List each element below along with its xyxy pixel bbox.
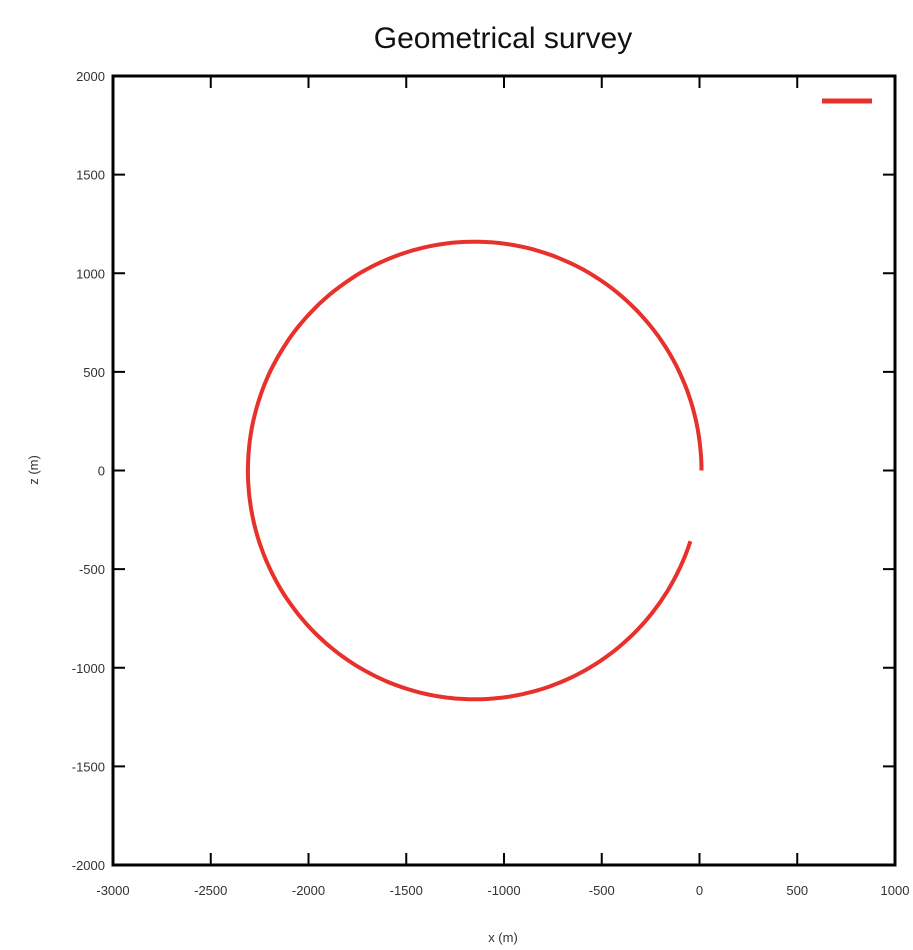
y-tick-label: 0 — [98, 464, 105, 479]
y-tick-label: -1500 — [72, 759, 105, 774]
y-axis-label: z (m) — [26, 455, 41, 485]
x-tick-label: 500 — [786, 883, 808, 898]
x-tick-label: -500 — [589, 883, 615, 898]
x-axis: -3000 -2500 -2000 -1500 -1000 -500 0 500 1000 — [96, 76, 909, 898]
x-tick-label: 0 — [696, 883, 703, 898]
x-tick-label: -1500 — [390, 883, 423, 898]
y-tick-label: -500 — [79, 562, 105, 577]
y-tick-label: 1500 — [76, 168, 105, 183]
plot-border — [111, 74, 897, 867]
y-tick-label: -2000 — [72, 858, 105, 873]
series-layer — [245, 239, 704, 702]
plot-area — [111, 74, 897, 867]
y-tick-label: 1000 — [76, 266, 105, 281]
x-tick-label: -1000 — [487, 883, 520, 898]
y-tick-label: -1000 — [72, 661, 105, 676]
series-line-0 — [245, 239, 704, 702]
x-axis-label: x (m) — [488, 930, 518, 945]
x-tick-label: 1000 — [881, 883, 910, 898]
chart-title: Geometrical survey — [374, 22, 632, 55]
x-tick-label: -2000 — [292, 883, 325, 898]
y-tick-label: 2000 — [76, 69, 105, 84]
x-tick-label: -2500 — [194, 883, 227, 898]
y-tick-label: 500 — [83, 365, 105, 380]
x-tick-label: -3000 — [96, 883, 129, 898]
y-axis: -2000 -1500 -1000 -500 0 500 1000 1500 2000 — [72, 69, 895, 873]
